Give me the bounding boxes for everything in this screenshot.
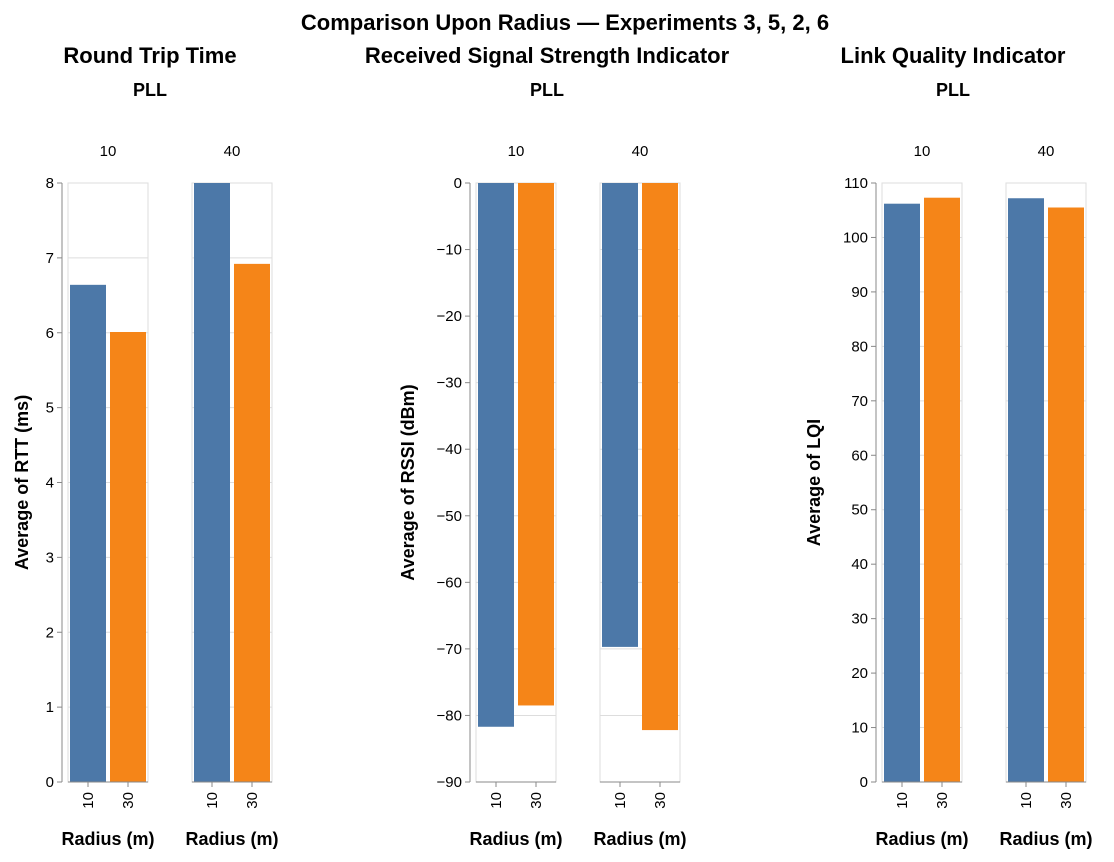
y-tick-label: 6 [46,325,54,342]
x-axis-title: Radius (m) [469,829,562,849]
y-axis-title: Average of LQI [804,419,824,546]
x-tick-label: 30 [120,792,137,809]
y-tick-label: −80 [437,707,462,724]
bar-40-30 [1048,207,1084,783]
y-tick-label: 2 [46,624,54,641]
x-tick-label: 10 [1018,792,1035,809]
bar-40-30 [234,263,270,782]
chart-title: Comparison Upon Radius — Experiments 3, … [301,10,829,35]
y-tick-label: 8 [46,175,54,192]
x-tick-label: 30 [652,792,669,809]
x-tick-label: 10 [488,792,505,809]
y-tick-label: −90 [437,774,462,791]
y-tick-label: 90 [851,284,868,301]
y-tick-label: 60 [851,447,868,464]
y-tick-label: −70 [437,641,462,658]
y-tick-label: 80 [851,338,868,355]
y-tick-label: 5 [46,400,54,417]
y-axis-title: Average of RTT (ms) [12,395,32,570]
x-tick-label: 30 [934,792,951,809]
panel-title: Round Trip Time [63,43,236,68]
y-tick-label: 0 [454,175,462,192]
y-tick-label: 4 [46,475,54,492]
x-tick-label: 30 [1058,792,1075,809]
y-axis-title: Average of RSSI (dBm) [398,384,418,580]
facet-10: 10 10 30 Radius (m) [875,143,968,849]
y-tick-label: −50 [437,508,462,525]
facet-10: 10 10 30 Radius (m) [469,143,562,849]
bar-10-10 [70,284,106,782]
panel-0: Round Trip Time PLL 0 1 2 3 4 5 6 7 8 Average of RT… [12,43,279,849]
y-tick-label: −60 [437,574,462,591]
bar-10-30 [924,197,960,782]
panel-subtitle: PLL [936,80,970,100]
bar-40-30 [642,183,678,731]
chart-panels: Round Trip Time PLL 0 1 2 3 4 5 6 7 8 Average of RT… [12,43,1093,849]
facet-40: 40 10 30 Radius (m) [999,143,1092,849]
y-tick-label: 0 [46,774,54,791]
y-tick-label: 10 [851,720,868,737]
y-tick-label: 30 [851,611,868,628]
y-tick-label: −40 [437,441,462,458]
facet-header: 10 [914,143,931,160]
x-tick-label: 10 [80,792,97,809]
y-tick-label: 7 [46,250,54,267]
facet-40: 40 10 30 Radius (m) [185,143,278,849]
bar-10-10 [884,203,920,782]
x-axis-title: Radius (m) [185,829,278,849]
y-tick-label: 3 [46,549,54,566]
panel-1: Received Signal Strength Indicator PLL −90… [365,43,730,849]
bar-40-10 [1008,198,1044,783]
bar-10-30 [518,183,554,706]
panel-subtitle: PLL [133,80,167,100]
bar-40-10 [194,183,230,782]
panel-title: Link Quality Indicator [841,43,1066,68]
y-tick-label: 0 [860,774,868,791]
x-axis-title: Radius (m) [593,829,686,849]
y-tick-label: −10 [437,242,462,259]
x-tick-label: 30 [244,792,261,809]
x-axis-title: Radius (m) [875,829,968,849]
y-tick-label: 40 [851,556,868,573]
x-tick-label: 30 [528,792,545,809]
y-tick-label: −20 [437,308,462,325]
y-tick-label: 50 [851,502,868,519]
x-axis-title: Radius (m) [61,829,154,849]
facet-header: 40 [632,143,649,160]
y-tick-label: 1 [46,699,54,716]
x-tick-label: 10 [204,792,221,809]
panel-subtitle: PLL [530,80,564,100]
bar-40-10 [602,183,638,647]
bar-10-30 [110,332,146,782]
y-tick-label: 70 [851,393,868,410]
facet-header: 10 [100,143,117,160]
panel-title: Received Signal Strength Indicator [365,43,730,68]
x-tick-label: 10 [612,792,629,809]
panel-2: Link Quality Indicator PLL 0 10 20 30 40 50 60 70… [804,43,1093,849]
y-tick-label: 20 [851,665,868,682]
facet-40: 40 10 30 Radius (m) [593,143,686,849]
facet-header: 40 [224,143,241,160]
y-tick-label: 100 [843,229,868,246]
facet-header: 40 [1038,143,1055,160]
y-tick-label: −30 [437,375,462,392]
facet-header: 10 [508,143,525,160]
bar-10-10 [478,183,514,727]
x-tick-label: 10 [894,792,911,809]
facet-10: 10 10 30 Radius (m) [61,143,154,849]
x-axis-title: Radius (m) [999,829,1092,849]
y-tick-label: 110 [844,175,868,192]
